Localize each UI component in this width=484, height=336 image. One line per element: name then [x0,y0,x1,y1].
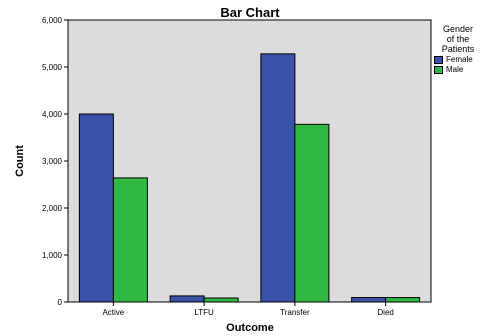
y-axis-label: Count [14,145,26,177]
legend-title: Gender of the Patients [441,24,475,54]
bar-female-active [78,113,114,303]
bar-female-transfer [260,53,296,303]
bar-male-died [385,297,421,303]
legend: Gender of the Patients Female Male [432,24,484,74]
x-tick-label: Active [102,308,124,317]
y-tick-label: 3,000 [42,157,63,166]
y-tick-label: 5,000 [42,63,63,72]
y-tick-label: 4,000 [42,110,63,119]
bar-male-ltfu [203,297,239,303]
legend-swatch [434,65,443,74]
bar-male-transfer [294,123,330,303]
y-tick-label: 6,000 [42,16,63,25]
bar-female-ltfu [169,295,205,303]
x-tick-label: LTFU [194,308,214,317]
y-tick-label: 2,000 [42,204,63,213]
x-axis-label: Outcome [226,322,274,334]
x-tick-label: Died [377,308,393,317]
legend-item-female: Female [432,55,484,64]
bar-male-active [112,177,148,303]
x-tick-label: Transfer [280,308,310,317]
bar-female-died [351,297,387,303]
y-tick-label: 0 [58,298,63,307]
y-tick-label: 1,000 [42,251,63,260]
legend-label: Female [446,55,473,64]
legend-label: Male [446,65,464,74]
legend-item-male: Male [432,65,484,74]
chart-title: Bar Chart [220,5,280,20]
legend-swatch [434,55,443,64]
